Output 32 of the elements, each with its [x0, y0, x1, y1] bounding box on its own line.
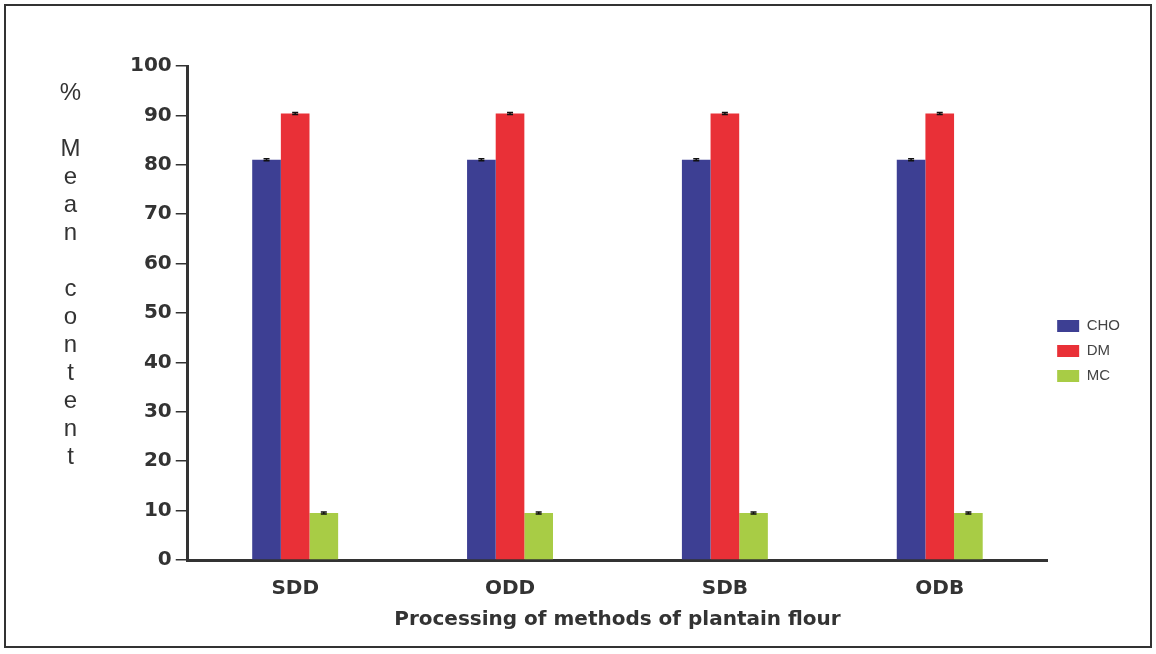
y-tick-label: 10 — [143, 496, 172, 521]
y-tick-label: 90 — [143, 101, 172, 126]
bar — [467, 159, 496, 560]
bar — [495, 113, 525, 560]
bar — [925, 113, 955, 560]
y-tick-label: 100 — [130, 52, 172, 77]
x-tick-label: SDD — [271, 575, 319, 600]
bar — [739, 513, 768, 560]
bar — [710, 113, 740, 560]
bar — [954, 513, 983, 560]
bar — [280, 113, 310, 560]
x-axis-title: Processing of methods of plantain flour — [394, 606, 841, 631]
bar — [252, 159, 281, 560]
legend-label: MC — [1086, 366, 1111, 384]
bar — [524, 513, 553, 560]
y-tick-label: 70 — [143, 200, 172, 225]
y-tick-label: 80 — [143, 151, 172, 175]
y-tick-label: 40 — [143, 348, 172, 373]
y-tick-label: 30 — [143, 398, 172, 422]
y-axis-title: % Mean content — [56, 78, 84, 470]
x-tick-label: ODD — [484, 575, 536, 600]
x-tick-label: ODB — [915, 575, 965, 600]
bar — [309, 513, 339, 560]
y-tick-label: 20 — [143, 447, 172, 472]
bar — [681, 159, 711, 560]
y-tick-label: 0 — [157, 546, 172, 571]
y-tick-label: 50 — [143, 299, 172, 324]
y-tick-label: 60 — [143, 249, 172, 274]
legend-label: DM — [1086, 341, 1110, 359]
x-tick-label: SDB — [701, 575, 749, 600]
legend-label: CHO — [1086, 316, 1121, 334]
bar — [896, 159, 926, 560]
